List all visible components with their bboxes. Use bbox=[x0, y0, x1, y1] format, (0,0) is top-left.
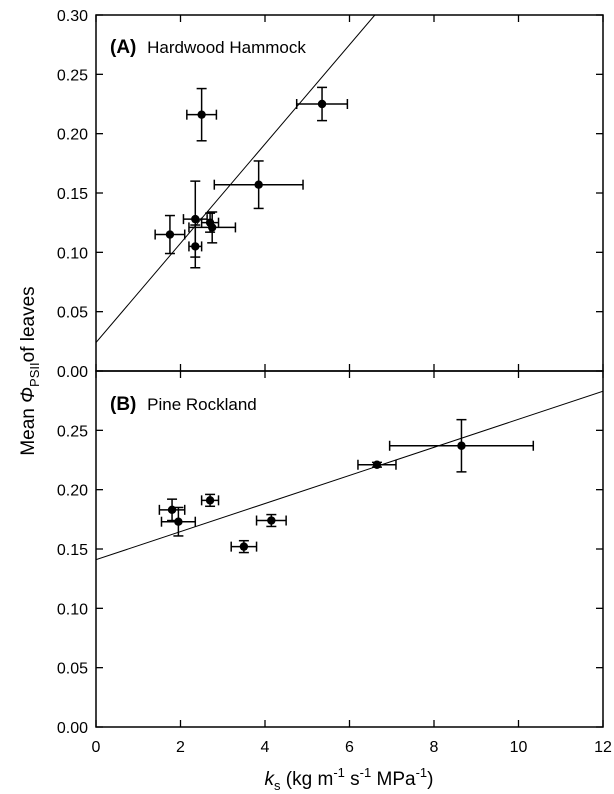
data-point bbox=[174, 517, 183, 526]
panel-b-title-text: Pine Rockland bbox=[147, 395, 257, 414]
y-tick-label-a: 0.20 bbox=[57, 127, 88, 144]
x-tick-label: 0 bbox=[92, 739, 101, 756]
y-tick-label-a: 0.05 bbox=[57, 305, 88, 322]
data-point bbox=[197, 110, 206, 119]
x-tick-label: 4 bbox=[261, 739, 270, 756]
x-axis-title-exp-3: -1 bbox=[416, 765, 428, 780]
x-axis-title-units-4: ) bbox=[427, 769, 433, 790]
y-tick-label-a: 0.30 bbox=[57, 8, 88, 25]
y-tick-label-a: 0.15 bbox=[57, 186, 88, 203]
x-tick-label: 8 bbox=[430, 739, 439, 756]
data-point bbox=[205, 496, 215, 505]
x-tick-label: 2 bbox=[176, 739, 185, 756]
panel-b-letter: (B) bbox=[110, 394, 136, 415]
y-tick-label-a: 0.25 bbox=[57, 67, 88, 84]
panel-a-letter: (A) bbox=[110, 37, 136, 58]
data-point bbox=[239, 542, 249, 551]
panel-hardwood-hammock: (A) Hardwood Hammock bbox=[95, 14, 604, 372]
regression-line-b bbox=[96, 390, 603, 561]
data-point bbox=[207, 223, 217, 232]
x-tick-label: 6 bbox=[345, 739, 354, 756]
x-tick-label: 12 bbox=[594, 739, 612, 756]
y-tick-label-b: 0.00 bbox=[57, 720, 88, 737]
panel-a-title-text: Hardwood Hammock bbox=[147, 38, 306, 57]
x-axis-title: ks (kg m-1 s-1 MPa-1) bbox=[265, 765, 434, 793]
x-axis-title-exp-1: -1 bbox=[333, 765, 345, 780]
panel-b-title: (B) Pine Rockland bbox=[110, 394, 257, 415]
data-point bbox=[457, 441, 466, 450]
data-point bbox=[191, 214, 200, 224]
data-point bbox=[372, 460, 382, 469]
panel-a-title: (A) Hardwood Hammock bbox=[110, 37, 306, 58]
data-point bbox=[317, 99, 327, 109]
data-point bbox=[267, 516, 276, 525]
x-axis-title-units-3: MPa bbox=[371, 769, 416, 790]
y-tick-label-b: 0.05 bbox=[57, 661, 88, 678]
y-tick-label-b: 0.15 bbox=[57, 542, 88, 559]
x-axis-title-k: k bbox=[265, 769, 276, 790]
y-tick-label-b: 0.10 bbox=[57, 601, 88, 618]
regression-line-a bbox=[96, 15, 376, 343]
panel-pine-rockland: (B) Pine Rockland bbox=[95, 370, 604, 728]
y-axis-title-phi: Φ bbox=[18, 387, 39, 403]
x-axis-title-k-sub: s bbox=[274, 778, 281, 793]
y-tick-label-b: 0.25 bbox=[57, 423, 88, 440]
y-axis-title-rest: of leaves bbox=[18, 286, 39, 362]
panel-a-frame bbox=[95, 14, 604, 372]
panel-b-frame bbox=[95, 370, 604, 728]
x-tick-label: 10 bbox=[510, 739, 528, 756]
x-axis-title-exp-2: -1 bbox=[360, 765, 372, 780]
y-axis-title-sub: PSII bbox=[27, 362, 42, 387]
y-axis-title-mean: Mean bbox=[18, 403, 39, 456]
data-point bbox=[165, 230, 175, 239]
y-tick-label-a: 0.00 bbox=[57, 364, 88, 381]
x-axis-title-units-2: s bbox=[345, 769, 360, 790]
x-axis-title-units-1: (kg m bbox=[281, 769, 334, 790]
data-point bbox=[254, 180, 263, 189]
y-tick-label-a: 0.10 bbox=[57, 245, 88, 262]
chart-marks: 0.00 0.05 0.10 0.15 0.20 0.25 0.30 0.00 0.05 0.10… bbox=[57, 8, 612, 756]
data-point bbox=[191, 242, 200, 251]
y-tick-label-b: 0.20 bbox=[57, 483, 88, 500]
y-axis-title: Mean ΦPSIIof leaves bbox=[18, 286, 42, 455]
